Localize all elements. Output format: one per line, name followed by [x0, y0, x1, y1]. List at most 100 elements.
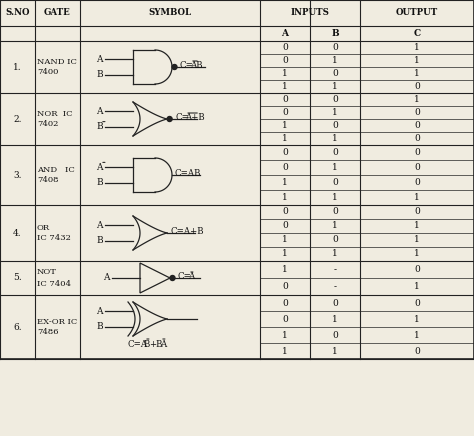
- Text: 0: 0: [282, 221, 288, 231]
- Text: A: A: [282, 29, 289, 38]
- Text: 0: 0: [414, 82, 420, 91]
- Text: 2.: 2.: [13, 115, 22, 123]
- Text: GATE: GATE: [44, 8, 71, 17]
- Text: 1: 1: [282, 178, 288, 187]
- Text: 0: 0: [332, 69, 338, 78]
- Text: 1: 1: [282, 69, 288, 78]
- Text: 1: 1: [332, 108, 338, 117]
- Text: 0: 0: [282, 148, 288, 157]
- Text: 0: 0: [414, 134, 420, 143]
- Text: B: B: [96, 122, 103, 131]
- Text: 0: 0: [414, 265, 420, 274]
- Text: A: A: [97, 107, 103, 116]
- Text: 0: 0: [414, 108, 420, 117]
- Text: +B: +B: [149, 340, 163, 348]
- Text: 6.: 6.: [13, 323, 22, 331]
- Text: A: A: [97, 163, 103, 172]
- Text: 1: 1: [414, 95, 420, 104]
- Text: 0: 0: [282, 163, 288, 172]
- Text: NOT
IC 7404: NOT IC 7404: [37, 269, 71, 287]
- Text: 1: 1: [282, 330, 288, 340]
- Text: B: B: [96, 322, 103, 331]
- Text: NAND IC
7400: NAND IC 7400: [37, 58, 77, 76]
- Text: 0: 0: [332, 121, 338, 130]
- Text: 0: 0: [332, 95, 338, 104]
- Text: 1: 1: [414, 282, 420, 291]
- Text: 0: 0: [332, 330, 338, 340]
- Text: C=: C=: [178, 272, 192, 281]
- Text: C: C: [413, 29, 420, 38]
- Text: 1: 1: [414, 56, 420, 65]
- Text: 0: 0: [282, 108, 288, 117]
- Text: SYMBOL: SYMBOL: [148, 8, 191, 17]
- Text: 4.: 4.: [13, 228, 22, 238]
- Text: AND   IC
7408: AND IC 7408: [37, 166, 75, 184]
- Text: C=: C=: [175, 113, 189, 122]
- Text: 1: 1: [414, 249, 420, 259]
- Text: 0: 0: [414, 148, 420, 157]
- Text: 0: 0: [332, 148, 338, 157]
- Text: S.NO: S.NO: [5, 8, 30, 17]
- Text: 1: 1: [414, 235, 420, 245]
- Text: 0: 0: [332, 43, 338, 52]
- Text: 0: 0: [282, 95, 288, 104]
- Text: 1: 1: [332, 314, 338, 324]
- Text: 1: 1: [414, 314, 420, 324]
- Text: EX-OR IC
7486: EX-OR IC 7486: [37, 317, 77, 337]
- Text: 1: 1: [282, 134, 288, 143]
- Text: 1: 1: [332, 82, 338, 91]
- Text: 1: 1: [414, 330, 420, 340]
- Text: B: B: [96, 178, 103, 187]
- Text: A: A: [97, 221, 103, 230]
- Text: A+B: A+B: [185, 113, 205, 122]
- Text: 1: 1: [332, 347, 338, 355]
- Text: 0: 0: [414, 299, 420, 307]
- Text: OR
IC 7432: OR IC 7432: [37, 224, 71, 242]
- Text: AB: AB: [190, 61, 202, 70]
- Text: A: A: [160, 340, 166, 348]
- Text: 0: 0: [282, 208, 288, 217]
- Text: A: A: [97, 55, 103, 64]
- Text: 0: 0: [414, 121, 420, 130]
- Text: 1: 1: [282, 193, 288, 202]
- Text: C=AB: C=AB: [175, 169, 201, 178]
- Text: 3.: 3.: [13, 170, 22, 180]
- Text: C=A+B: C=A+B: [170, 227, 204, 236]
- Polygon shape: [170, 276, 175, 280]
- Text: 1: 1: [282, 235, 288, 245]
- Text: 0: 0: [332, 299, 338, 307]
- Text: 1: 1: [332, 193, 338, 202]
- Text: 0: 0: [414, 163, 420, 172]
- Text: B: B: [331, 29, 339, 38]
- Text: 1: 1: [414, 43, 420, 52]
- Text: 1.: 1.: [13, 62, 22, 72]
- Text: 1: 1: [282, 121, 288, 130]
- Text: 1: 1: [414, 193, 420, 202]
- Polygon shape: [172, 65, 177, 69]
- Text: 0: 0: [414, 208, 420, 217]
- Text: -: -: [334, 282, 337, 291]
- Text: 0: 0: [414, 178, 420, 187]
- Text: 0: 0: [414, 347, 420, 355]
- Text: C=A: C=A: [128, 340, 148, 348]
- Text: 0: 0: [282, 314, 288, 324]
- Text: 0: 0: [282, 43, 288, 52]
- Text: B: B: [96, 236, 103, 245]
- Text: B: B: [96, 70, 103, 79]
- Text: A: A: [103, 273, 110, 283]
- Text: NOR  IC
7402: NOR IC 7402: [37, 109, 73, 129]
- Text: 1: 1: [332, 163, 338, 172]
- Text: 5.: 5.: [13, 273, 22, 283]
- Text: OUTPUT: OUTPUT: [396, 8, 438, 17]
- Text: INPUTS: INPUTS: [291, 8, 329, 17]
- Text: 1: 1: [414, 69, 420, 78]
- Text: 1: 1: [282, 82, 288, 91]
- Text: 0: 0: [282, 56, 288, 65]
- Text: A: A: [188, 272, 194, 281]
- Text: 0: 0: [332, 178, 338, 187]
- Text: -: -: [334, 265, 337, 274]
- Text: 0: 0: [282, 299, 288, 307]
- Text: 1: 1: [332, 56, 338, 65]
- Text: A: A: [97, 307, 103, 316]
- Text: 1: 1: [332, 249, 338, 259]
